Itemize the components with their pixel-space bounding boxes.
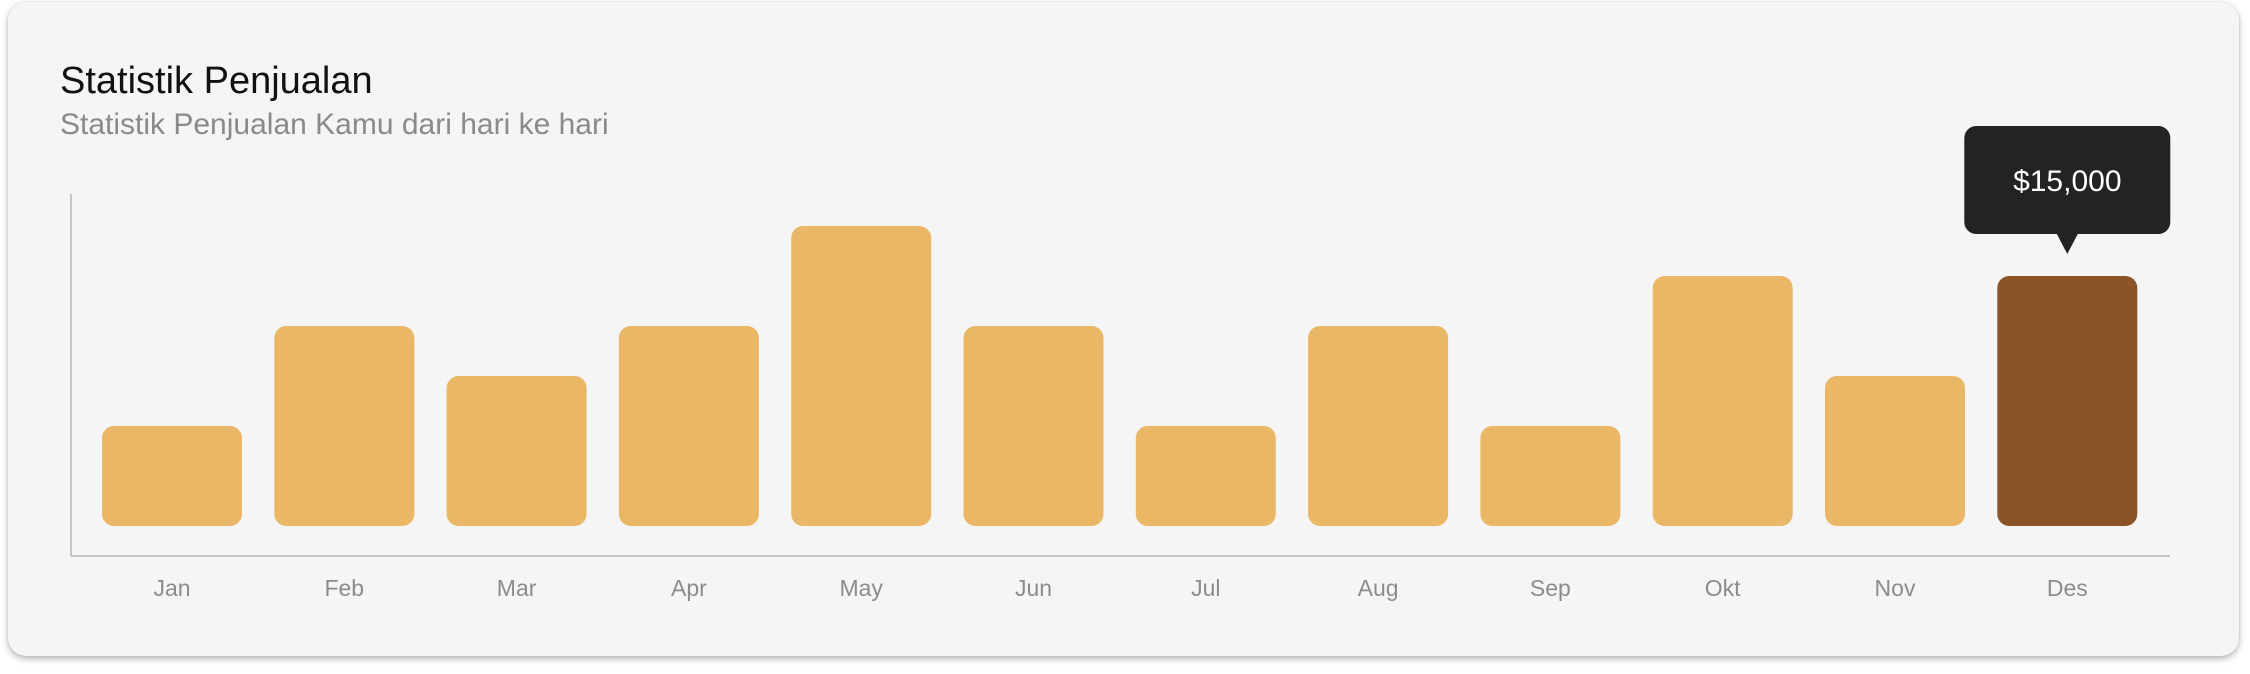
bar-feb[interactable] xyxy=(274,326,415,526)
x-tick-label-apr: Apr xyxy=(671,575,707,601)
x-tick-label-may: May xyxy=(839,575,883,601)
x-tick-label-aug: Aug xyxy=(1358,575,1399,601)
bar-mar[interactable] xyxy=(446,376,587,526)
bar-jan[interactable] xyxy=(102,426,242,526)
x-tick-label-des: Des xyxy=(2047,575,2088,601)
bar-jun[interactable] xyxy=(963,326,1104,526)
tooltip-box xyxy=(1964,126,2171,234)
chart-axes xyxy=(70,194,2170,557)
x-tick-label-jul: Jul xyxy=(1191,575,1220,601)
bar-sep[interactable] xyxy=(1480,426,1621,526)
bar-jul[interactable] xyxy=(1135,426,1276,526)
tooltip-pointer xyxy=(2056,233,2079,254)
card-subtitle: Statistik Penjualan Kamu dari hari ke ha… xyxy=(60,108,609,141)
x-tick-label-mar: Mar xyxy=(497,575,537,601)
x-tick-label-jun: Jun xyxy=(1015,575,1052,601)
x-tick-label-feb: Feb xyxy=(324,575,364,601)
x-tick-label-sep: Sep xyxy=(1530,575,1571,601)
x-tick-label-okt: Okt xyxy=(1705,575,1741,601)
x-tick-labels: Jan Feb Mar Apr May Jun Jul Aug Sep Okt Nov Des xyxy=(153,575,2087,601)
bar-okt[interactable] xyxy=(1652,276,1793,526)
bar-apr[interactable] xyxy=(618,326,759,526)
bar-des[interactable] xyxy=(1997,276,2138,526)
x-tick-label-jan: Jan xyxy=(153,575,190,601)
card-title: Statistik Penjualan xyxy=(60,60,373,102)
bar-aug[interactable] xyxy=(1308,326,1449,526)
x-tick-label-nov: Nov xyxy=(1875,575,1916,601)
bar-may[interactable] xyxy=(791,226,932,526)
bar-nov[interactable] xyxy=(1825,376,1965,526)
tooltip-value: $15,000 xyxy=(2013,165,2121,198)
chart-bars xyxy=(102,226,2138,526)
chart-tooltip: $15,000 xyxy=(1964,126,2171,254)
